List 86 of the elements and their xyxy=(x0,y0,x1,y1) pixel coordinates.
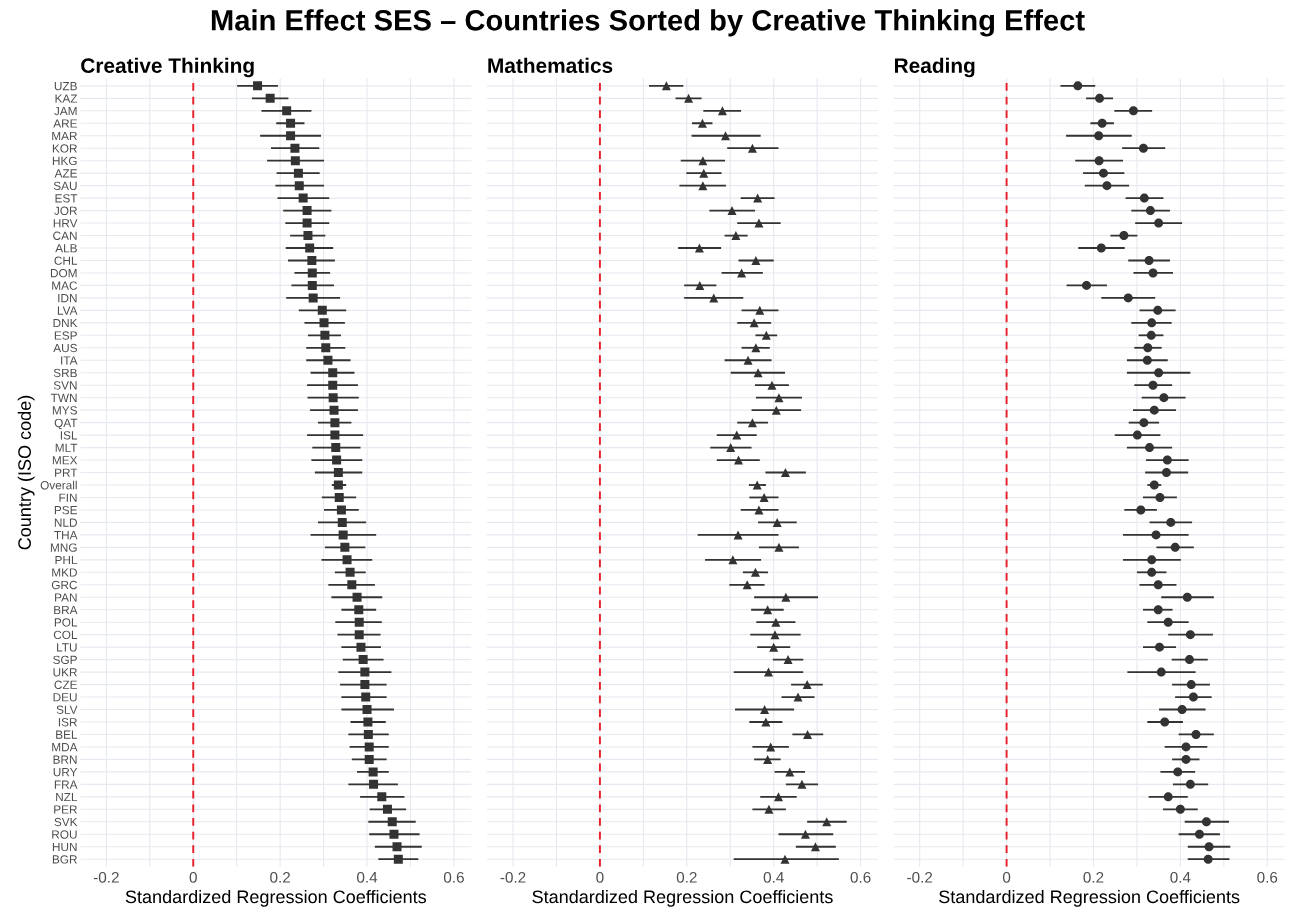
y-tick-label: HKG xyxy=(52,156,77,166)
y-tick-label: NLD xyxy=(54,518,77,527)
y-tick-label: UKR xyxy=(53,668,77,677)
y-tick-label: ROU xyxy=(52,830,77,839)
y-tick-label: UZB xyxy=(54,82,77,91)
y-tick-label: PAN xyxy=(55,593,77,602)
y-tick-label: BGR xyxy=(52,855,77,864)
y-tick-label: TWN xyxy=(50,393,77,402)
y-tick-label: GRC xyxy=(51,580,78,590)
y-tick-label: CHL xyxy=(54,256,78,265)
y-tick-label: MYS xyxy=(52,406,77,415)
x-tick-label: 0 xyxy=(596,871,604,883)
x-tick-label: 0.4 xyxy=(763,871,784,883)
y-tick-label: FRA xyxy=(54,780,78,789)
y-tick-label: FIN xyxy=(59,493,77,502)
y-tick-label: MAR xyxy=(52,131,77,141)
y-tick-label: ISR xyxy=(58,718,77,727)
x-tick-label: 0.4 xyxy=(1170,871,1191,883)
x-tick-label: -0.2 xyxy=(907,871,933,883)
y-tick-label: HUN xyxy=(52,842,77,852)
x-axis-title: Standardized Regression Coefficients xyxy=(532,889,833,907)
y-tick-label: LVA xyxy=(57,306,78,315)
x-tick-label: -0.2 xyxy=(500,871,526,883)
y-tick-label: AUS xyxy=(53,343,77,353)
y-tick-label: HRV xyxy=(53,219,78,228)
y-tick-label: BRN xyxy=(53,755,77,764)
x-tick-label: 0.2 xyxy=(676,871,697,883)
chart-subtitle: Mathematics xyxy=(488,57,613,74)
y-tick-label: POL xyxy=(54,618,78,627)
y-tick-label: Overall xyxy=(40,480,77,490)
x-tick-label: 0.6 xyxy=(443,871,464,883)
y-tick-label: CZE xyxy=(54,680,78,689)
y-tick-label: SLV xyxy=(56,705,78,714)
y-tick-label: JOR xyxy=(54,206,77,215)
chart-subtitle: Creative Thinking xyxy=(81,57,254,78)
y-tick-label: MEX xyxy=(52,456,78,465)
y-tick-label: SAU xyxy=(53,181,77,191)
y-tick-label: NZL xyxy=(56,792,78,802)
y-tick-label: MKD xyxy=(52,568,77,577)
y-tick-label: LTU xyxy=(57,643,77,652)
y-tick-label: KAZ xyxy=(55,94,78,103)
x-axis-title: Standardized Regression Coefficients xyxy=(125,889,427,907)
y-tick-label: CAN xyxy=(53,231,77,240)
x-tick-label: 0.2 xyxy=(270,871,290,883)
y-tick-label: PRT xyxy=(55,468,78,477)
y-tick-label: MDA xyxy=(52,743,78,752)
y-tick-label: PER xyxy=(54,805,77,814)
y-tick-label: JAM xyxy=(54,106,77,116)
x-axis-title: Standardized Regression Coefficients xyxy=(939,889,1240,907)
text: Main Effect SES – Countries Sorted by Creative Thinking Effect xyxy=(211,9,1085,37)
y-tick-label: DEU xyxy=(53,693,77,702)
y-tick-label: ITA xyxy=(61,356,78,365)
y-tick-label: URY xyxy=(53,768,78,777)
x-tick-label: 0 xyxy=(1002,871,1011,883)
y-tick-label: QAT xyxy=(54,418,78,430)
x-tick-label: 0 xyxy=(189,871,197,883)
y-tick-label: BEL xyxy=(56,730,78,739)
y-tick-label: MLT xyxy=(55,443,78,452)
y-tick-label: ISL xyxy=(60,431,78,440)
y-tick-label: ESP xyxy=(54,331,77,340)
y-tick-label: PHL xyxy=(55,555,78,565)
y-tick-label: SVK xyxy=(54,817,78,827)
y-tick-label: KOR xyxy=(52,144,77,153)
y-tick-label: SVN xyxy=(53,381,77,390)
y-tick-label: IDN xyxy=(58,294,77,303)
x-tick-label: 0.6 xyxy=(850,871,871,883)
y-tick-label: AZE xyxy=(54,169,78,178)
y-tick-label: EST xyxy=(55,194,78,203)
y-tick-label: THA xyxy=(54,531,78,540)
y-tick-label: DOM xyxy=(50,268,77,278)
chart-subtitle: Reading xyxy=(895,57,975,78)
x-tick-label: -0.2 xyxy=(93,871,119,883)
y-axis-title: Country (ISO code) xyxy=(17,395,35,550)
y-tick-label: PSE xyxy=(54,505,77,515)
y-tick-label: SRB xyxy=(53,368,77,378)
y-tick-label: MAC xyxy=(52,281,78,290)
x-tick-label: 0.2 xyxy=(1083,871,1104,883)
x-tick-label: 0.4 xyxy=(357,871,378,883)
y-tick-label: DNK xyxy=(53,319,78,328)
y-tick-label: ALB xyxy=(55,244,77,253)
y-tick-label: MNG xyxy=(50,543,77,552)
x-tick-label: 0.6 xyxy=(1257,871,1278,883)
y-tick-label: BRA xyxy=(54,605,78,615)
y-tick-label: COL xyxy=(53,630,78,640)
y-tick-label: SGP xyxy=(53,655,77,665)
y-tick-label: ARE xyxy=(53,119,77,128)
